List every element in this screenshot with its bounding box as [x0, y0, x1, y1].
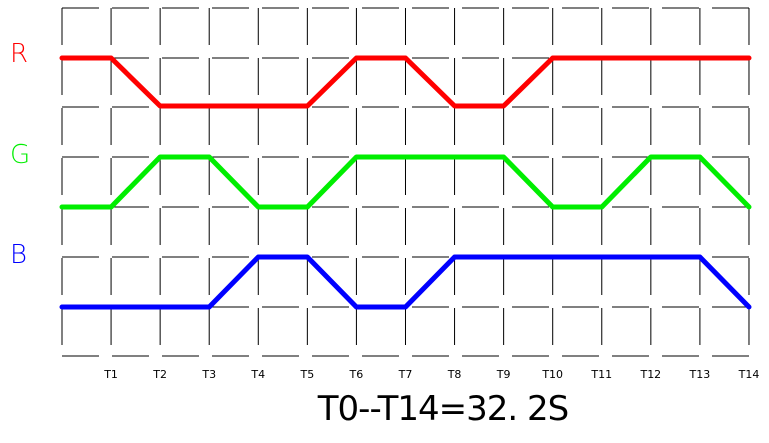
time-label: T1 [103, 368, 118, 381]
time-label: T5 [299, 368, 314, 381]
time-axis-labels: T1 T2 T3 T4 T5 T6 T7 T8 T9 T10 T11 T12 T13 T14 [103, 368, 759, 381]
time-label: T9 [496, 368, 511, 381]
duration-caption: T0--T14=32. 2S [317, 389, 568, 429]
time-label: T8 [447, 368, 462, 381]
channel-label-b: B [10, 240, 27, 270]
time-label: T7 [398, 368, 413, 381]
time-label: T2 [152, 368, 167, 381]
time-label: T3 [201, 368, 216, 381]
waveform-b [59, 254, 752, 310]
time-label: T10 [541, 368, 563, 381]
time-label: T13 [689, 368, 711, 381]
channel-label-g: G [10, 140, 30, 170]
channel-labels: R G B [10, 39, 30, 270]
channel-label-r: R [10, 39, 28, 69]
time-label: T6 [349, 368, 364, 381]
time-label: T11 [590, 368, 612, 381]
waveform-g [59, 154, 752, 210]
time-label: T4 [250, 368, 265, 381]
time-label: T12 [639, 368, 661, 381]
waveform-r [59, 55, 752, 109]
signal-waveforms [59, 55, 752, 310]
time-label: T14 [738, 368, 760, 381]
